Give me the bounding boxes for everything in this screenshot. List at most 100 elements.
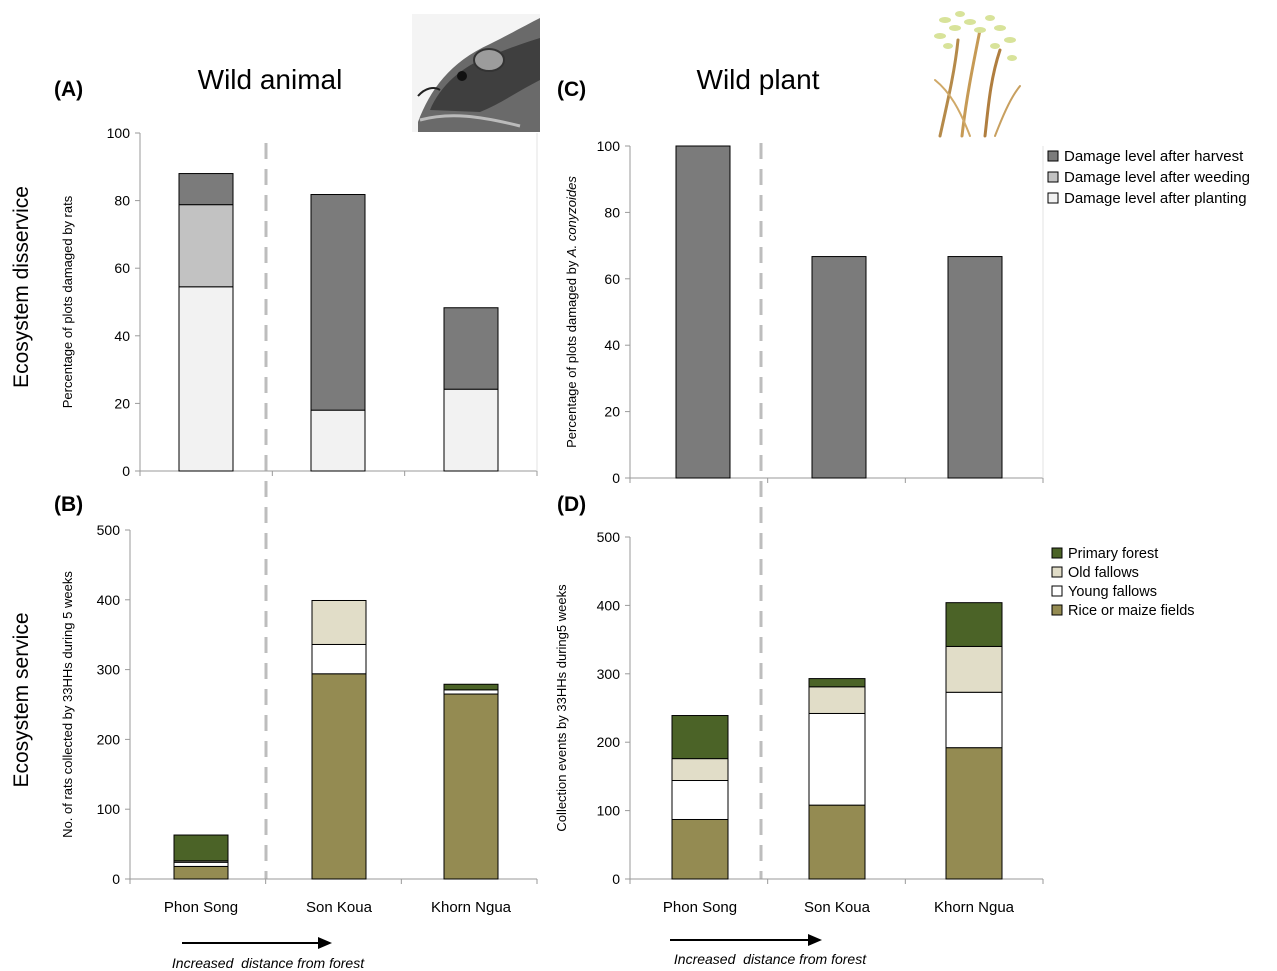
y-tick-label: 100 <box>597 138 621 154</box>
bar-son-koua-primary-forest <box>808 678 866 688</box>
bar-phon-song-primary-forest <box>671 715 729 760</box>
column-title-wild-plant: Wild plant <box>697 64 820 95</box>
legend-swatch-young-fallows <box>1051 585 1063 597</box>
y-tick-label: 40 <box>114 328 130 344</box>
column-title-wild-animal: Wild animal <box>198 64 343 95</box>
row-label-disservice: Ecosystem disservice <box>10 186 33 388</box>
chart-panel-d: 0 100 200 300 400 500 Phon Song Son Koua Khorn N… <box>554 529 1044 916</box>
panel-letter-a: (A) <box>54 78 83 101</box>
y-tick-label: 0 <box>612 470 620 486</box>
arrow-caption-left: Increased distance from forest <box>172 955 365 971</box>
bar-khorn-ngua-damage-level-after-harvest <box>947 256 1003 479</box>
y-tick-label: 60 <box>604 271 620 287</box>
y-tick-label: 300 <box>97 662 121 678</box>
bar-khorn-ngua-rice-or-maize-fields <box>945 747 1003 880</box>
legend-label-damage-level-after-weeding: Damage level after weeding <box>1064 169 1250 186</box>
bar-son-koua-old-fallows <box>311 599 367 645</box>
distance-arrow-right <box>670 934 822 946</box>
panel-letter-d: (D) <box>557 493 586 516</box>
category-label-son-koua: Son Koua <box>804 899 871 916</box>
category-label-phon-song: Phon Song <box>164 899 238 916</box>
y-tick-label: 0 <box>612 871 620 887</box>
legend-label-damage-level-after-harvest: Damage level after harvest <box>1064 148 1244 165</box>
panel-letter-c: (C) <box>557 78 586 101</box>
bar-phon-song-damage-level-after-weeding <box>178 204 234 288</box>
bar-khorn-ngua-young-fallows <box>443 689 499 695</box>
rice-plant-illustration-icon <box>934 11 1021 138</box>
y-tick-label: 200 <box>97 731 121 747</box>
y-tick-label: 100 <box>597 803 621 819</box>
chart-panel-a: 0 20 40 60 80 100 Percentage of plots damaged … <box>60 125 538 479</box>
y-tick-label: 80 <box>114 193 130 209</box>
legend-label-primary-forest: Primary forest <box>1068 546 1158 562</box>
y-tick-label: 0 <box>122 463 130 479</box>
bar-son-koua-young-fallows <box>808 712 866 806</box>
bar-phon-song-damage-level-after-planting <box>178 286 234 472</box>
legend-swatch-old-fallows <box>1051 566 1063 578</box>
bar-son-koua-old-fallows <box>808 686 866 714</box>
bar-phon-song-damage-level-after-harvest <box>675 145 731 479</box>
bar-khorn-ngua-rice-or-maize-fields <box>443 693 499 880</box>
panel-letter-b: (B) <box>54 493 83 516</box>
y-tick-label: 0 <box>112 871 120 887</box>
distance-arrow-left <box>182 937 332 949</box>
bar-phon-song-primary-forest <box>173 834 229 862</box>
bar-son-koua-damage-level-after-planting <box>310 409 366 472</box>
y-axis-label: Percentage of plots damaged by A. conyzo… <box>564 176 579 448</box>
category-label-phon-song: Phon Song <box>663 899 737 916</box>
y-tick-label: 400 <box>97 592 121 608</box>
bar-khorn-ngua-damage-level-after-harvest <box>443 307 499 390</box>
legend-label-damage-level-after-planting: Damage level after planting <box>1064 190 1247 207</box>
legend-swatch-rice-or-maize-fields <box>1051 604 1063 616</box>
y-tick-label: 40 <box>604 337 620 353</box>
legend-damage: Damage level after harvest Damage level a… <box>1047 148 1250 207</box>
bar-khorn-ngua-primary-forest <box>443 683 499 691</box>
bar-phon-song-young-fallows <box>671 780 729 820</box>
legend-swatch-damage-level-after-planting <box>1047 192 1059 204</box>
chart-panel-c: 0 20 40 60 80 100 Percentage of plots damaged … <box>564 138 1044 486</box>
rat-illustration-icon <box>412 14 540 132</box>
bar-son-koua-damage-level-after-harvest <box>310 194 366 411</box>
y-tick-label: 500 <box>97 522 121 538</box>
arrow-caption-right: Increased distance from forest <box>674 951 867 967</box>
y-axis-label: No. of rats collected by 33HHs during 5 … <box>60 571 75 838</box>
bar-phon-song-rice-or-maize-fields <box>173 865 229 880</box>
y-tick-label: 400 <box>597 597 621 613</box>
legend-label-rice-or-maize-fields: Rice or maize fields <box>1068 603 1195 619</box>
bar-phon-song-rice-or-maize-fields <box>671 818 729 880</box>
legend-swatch-damage-level-after-weeding <box>1047 171 1059 183</box>
bar-phon-song-young-fallows <box>173 861 229 867</box>
y-axis-label: Percentage of plots damaged by rats <box>60 195 75 408</box>
bar-khorn-ngua-young-fallows <box>945 691 1003 749</box>
y-tick-label: 80 <box>604 204 620 220</box>
chart-panel-b: 0 100 200 300 400 500 Phon Song Son Koua Khorn N… <box>60 522 538 916</box>
legend-swatch-primary-forest <box>1051 547 1063 559</box>
y-axis-label: Collection events by 33HHs during5 weeks <box>554 584 569 832</box>
bar-phon-song-damage-level-after-harvest <box>178 173 234 206</box>
bar-khorn-ngua-old-fallows <box>945 645 1003 693</box>
y-tick-label: 200 <box>597 734 621 750</box>
y-tick-label: 20 <box>114 395 130 411</box>
category-label-son-koua: Son Koua <box>306 899 373 916</box>
y-tick-label: 100 <box>97 801 121 817</box>
legend-label-old-fallows: Old fallows <box>1068 565 1139 581</box>
bar-khorn-ngua-damage-level-after-planting <box>443 388 499 472</box>
category-label-khorn-ngua: Khorn Ngua <box>431 899 512 916</box>
y-tick-label: 500 <box>597 529 621 545</box>
y-tick-label: 60 <box>114 260 130 276</box>
y-tick-label: 300 <box>597 666 621 682</box>
bar-son-koua-damage-level-after-harvest <box>811 256 867 479</box>
bar-phon-song-old-fallows <box>671 758 729 782</box>
legend-habitat: Primary forest Old fallows Young fallows Ri… <box>1051 546 1195 619</box>
bar-son-koua-young-fallows <box>311 643 367 675</box>
bar-son-koua-rice-or-maize-fields <box>311 673 367 880</box>
legend-swatch-damage-level-after-harvest <box>1047 150 1059 162</box>
y-tick-label: 20 <box>604 404 620 420</box>
bar-khorn-ngua-primary-forest <box>945 602 1003 647</box>
row-label-service: Ecosystem service <box>10 612 33 787</box>
category-label-khorn-ngua: Khorn Ngua <box>934 899 1015 916</box>
y-tick-label: 100 <box>107 125 131 141</box>
bar-son-koua-rice-or-maize-fields <box>808 804 866 880</box>
legend-label-young-fallows: Young fallows <box>1068 584 1157 600</box>
